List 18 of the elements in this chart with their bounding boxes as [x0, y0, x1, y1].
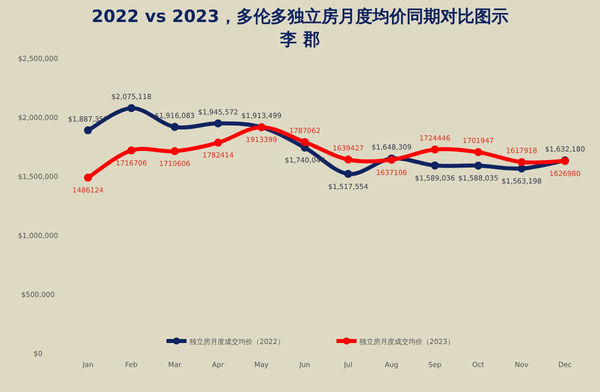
point: [300, 138, 309, 146]
point: [430, 146, 439, 154]
point: [474, 162, 482, 170]
point: [474, 148, 482, 156]
point: [214, 138, 222, 147]
point: [127, 146, 136, 154]
point: [84, 126, 92, 134]
point: [430, 161, 439, 170]
chart-subtitle: 李 郡: [279, 30, 320, 50]
chart-title: 2022 vs 2023，多伦多独立房月度均价同期对比图示: [92, 7, 508, 27]
point: [170, 147, 179, 156]
point: [127, 104, 136, 112]
point: [84, 174, 92, 182]
point: [518, 158, 526, 166]
point: [344, 170, 352, 178]
point: [344, 156, 352, 164]
point: [214, 119, 222, 128]
point: [170, 122, 179, 131]
